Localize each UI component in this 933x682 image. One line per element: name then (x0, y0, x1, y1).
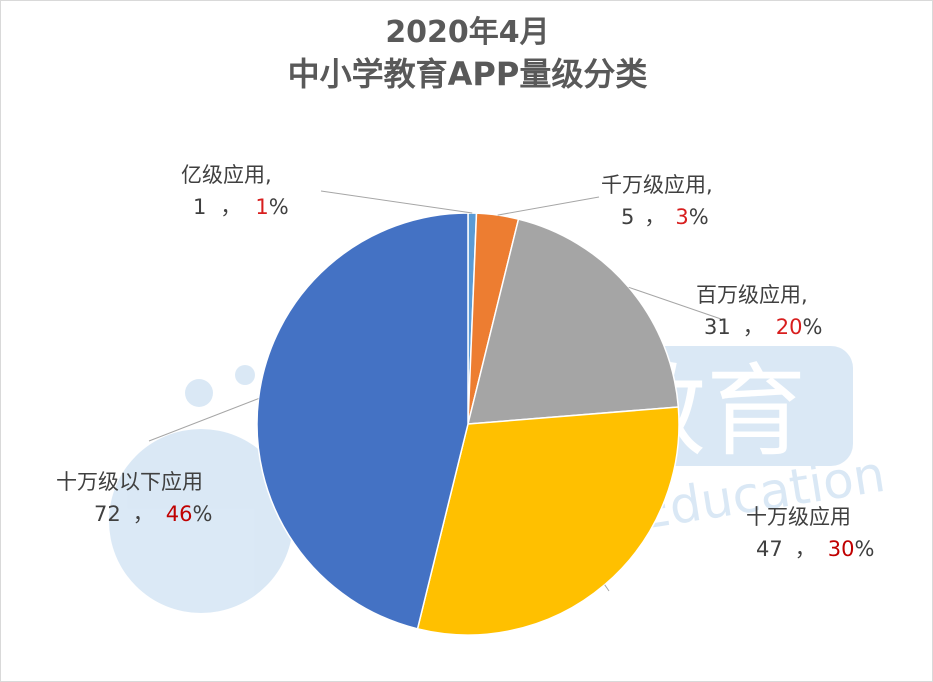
slice-label-percent-sign: % (854, 537, 875, 561)
slice-label-name: 十万级以下应用 (56, 470, 203, 494)
slice-label-name: 亿级应用 (181, 163, 265, 187)
slice-label-suffix: , (265, 163, 272, 187)
leader-line-2 (497, 196, 600, 216)
slice-label-value: 1 (193, 195, 207, 219)
pie-slice-5 (256, 212, 469, 630)
watermark-logo-drop (185, 379, 213, 407)
slice-label-suffix: , (706, 173, 713, 197)
slice-label-separator: ， (794, 537, 816, 561)
slice-label-value: 72 (94, 502, 121, 526)
slice-label-percent: 46 (165, 502, 193, 526)
leader-line-3 (628, 286, 722, 320)
slice-label-separator: ， (644, 205, 666, 229)
chart-title-line2: 中小学教育APP量级分类 (287, 55, 648, 93)
slice-label-percent: 30 (827, 537, 855, 561)
slice-label-name: 百万级应用 (696, 283, 801, 307)
slice-label-3: 百万级应用, 31 ， 20% (696, 279, 822, 343)
chart-title-line1: 2020年4月 (385, 15, 550, 50)
slice-label-value: 5 (621, 205, 635, 229)
slice-label-percent-sign: % (268, 195, 289, 219)
slice-label-name: 十万级应用 (746, 505, 851, 529)
leader-line-5 (148, 398, 259, 442)
slice-label-percent-sign: % (802, 315, 823, 339)
watermark-logo-circle (109, 429, 293, 613)
slice-label-separator: ， (742, 315, 764, 339)
slice-label-suffix: , (801, 283, 808, 307)
slice-label-value: 47 (756, 537, 783, 561)
pie-slice-4 (416, 406, 680, 636)
slice-label-separator: ， (132, 502, 154, 526)
slice-label-value: 31 (704, 315, 731, 339)
slice-label-percent: 3 (675, 205, 689, 229)
slice-label-name: 千万级应用 (601, 173, 706, 197)
slice-label-4: 十万级应用 47 ， 30% (746, 501, 874, 565)
leader-line-1 (320, 190, 473, 214)
slice-label-percent-sign: % (688, 205, 709, 229)
slice-label-2: 千万级应用, 5 ， 3% (601, 169, 713, 233)
watermark-logo-drop (235, 365, 255, 385)
slice-label-separator: ， (220, 195, 242, 219)
slice-label-percent: 1 (255, 195, 269, 219)
leader-line-4 (604, 584, 610, 592)
slice-label-percent: 20 (775, 315, 803, 339)
slice-label-percent-sign: % (192, 502, 213, 526)
slice-label-5: 十万级以下应用 72 ， 46% (56, 466, 212, 530)
slice-label-1: 亿级应用, 1 ， 1% (181, 159, 289, 223)
